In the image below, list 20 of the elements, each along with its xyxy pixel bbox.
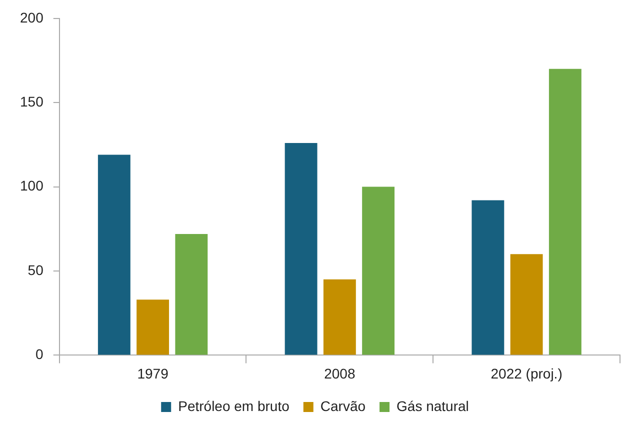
x-tick-label: 1979 — [137, 365, 169, 382]
bar — [284, 143, 318, 355]
x-tick-label: 2008 — [324, 365, 356, 382]
bar — [136, 300, 170, 355]
legend-label: Gás natural — [396, 398, 469, 414]
y-tick-label: 100 — [20, 178, 44, 194]
legend-label: Petróleo em bruto — [178, 398, 290, 414]
bar — [472, 200, 504, 355]
y-tick-label: 200 — [20, 9, 44, 26]
bar — [98, 154, 130, 355]
bar — [323, 279, 356, 355]
legend-label: Carvão — [320, 398, 366, 414]
x-tick-label: 2022 (proj.) — [490, 365, 562, 382]
bar — [175, 234, 208, 355]
y-tick-label: 50 — [28, 262, 44, 278]
bar — [510, 254, 543, 355]
bar — [548, 68, 582, 355]
bar — [362, 186, 395, 355]
y-tick-label: 150 — [20, 93, 44, 110]
y-tick-label: 0 — [36, 346, 44, 362]
